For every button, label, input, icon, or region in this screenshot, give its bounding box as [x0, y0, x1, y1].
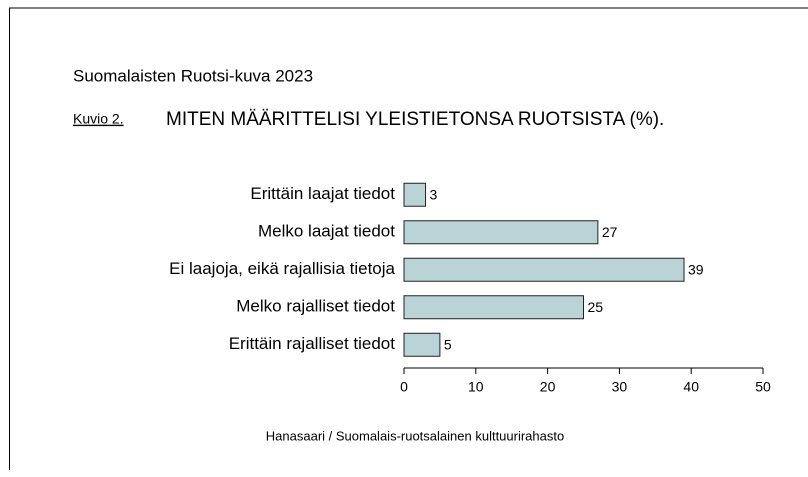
y-tick-label: Ei laajoja, eikä rajallisia tietoja: [169, 259, 395, 278]
bar: [403, 257, 685, 282]
x-tick-label: 40: [683, 379, 699, 395]
value-label: 25: [588, 299, 604, 315]
value-label: 39: [688, 261, 704, 277]
value-label: 3: [430, 186, 438, 202]
source-note: Hanasaari / Suomalais-ruotsalainen kultt…: [266, 428, 564, 443]
value-label: 27: [602, 224, 618, 240]
x-tick-label: 0: [400, 379, 408, 395]
x-tick-label: 10: [468, 379, 484, 395]
y-tick-label: Melko laajat tiedot: [258, 222, 395, 241]
bar: [403, 220, 599, 245]
figure-label: Kuvio 2.: [73, 111, 124, 127]
bar: [403, 332, 441, 357]
bar: [403, 182, 427, 207]
y-tick-label: Erittäin laajat tiedot: [250, 184, 395, 203]
bar: [403, 295, 584, 320]
chart-header: Suomalaisten Ruotsi-kuva 2023: [73, 66, 313, 85]
x-tick-label: 30: [612, 379, 628, 395]
x-tick-label: 50: [755, 379, 771, 395]
value-label: 5: [444, 336, 452, 352]
y-tick-label: Melko rajalliset tiedot: [236, 297, 395, 316]
x-tick-label: 20: [540, 379, 556, 395]
y-tick-label: Erittäin rajalliset tiedot: [229, 334, 396, 353]
chart-title: MITEN MÄÄRITTELISI YLEISTIETONSA RUOTSIS…: [166, 109, 664, 130]
